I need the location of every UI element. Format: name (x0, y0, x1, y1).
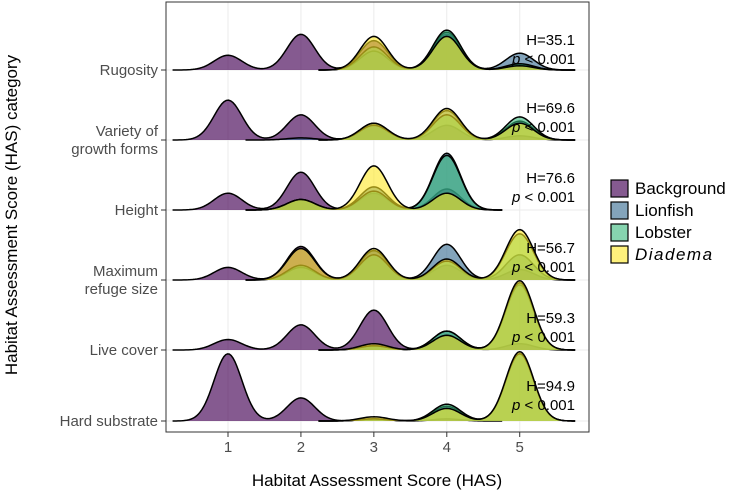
x-axis-title: Habitat Assessment Score (HAS) (252, 471, 502, 490)
legend-swatch-diadema (610, 245, 629, 264)
ridge-outline-height-diadema (245, 165, 503, 211)
ridges (172, 29, 576, 422)
stat-h-hard-substrate: H=94.9 (526, 378, 575, 395)
ridge-row-height (172, 152, 503, 211)
stat-p-height: p < 0.001 (511, 189, 575, 206)
ridge-outline-hard-substrate-diadema (318, 350, 576, 422)
x-tick-label-3: 3 (370, 439, 378, 456)
legend-swatch-background (610, 179, 629, 198)
ridge-outline-live-cover-diadema (318, 279, 576, 351)
y-axis-title: Habitat Assessment Score (HAS) category (2, 54, 21, 375)
stat-p-variety-of-growth-forms: p < 0.001 (511, 119, 575, 136)
ridge-row-maximum-refuge-size (172, 228, 576, 281)
stat-h-rugosity: H=35.1 (526, 32, 575, 49)
statistics-annotations: H=35.1 p < 0.001 H=69.6 p < 0.001 H=76.6 p < … (511, 32, 575, 414)
ridge-area-hard-substrate-diadema (318, 351, 576, 421)
ridge-row-rugosity (172, 29, 576, 71)
ridge-area-live-cover-background (172, 310, 576, 350)
stat-p-rugosity: p < 0.001 (511, 51, 575, 68)
legend: Background Lionfish Lobster Diadema (610, 179, 726, 264)
stat-p-hard-substrate: p < 0.001 (511, 397, 575, 414)
row-label-hard-substrate: Hard substrate (60, 413, 158, 430)
legend-label-background: Background (635, 179, 726, 198)
legend-label-lionfish: Lionfish (635, 201, 694, 220)
ridge-area-height-diadema (245, 165, 503, 210)
legend-label-diadema: Diadema (635, 245, 714, 264)
row-label-variety-of-growth-forms: Variety of growth forms (71, 123, 159, 158)
ridge-row-live-cover (172, 279, 576, 351)
ridge-area-live-cover-diadema (318, 280, 576, 350)
ridge-row-variety-of-growth-forms (172, 99, 576, 141)
row-label-maximum-refuge-size: Maximum refuge size (85, 263, 158, 298)
stat-p-live-cover: p < 0.001 (511, 329, 575, 346)
row-label-rugosity: Rugosity (100, 62, 159, 79)
stat-h-maximum-refuge-size: H=56.7 (526, 240, 575, 257)
row-ticks: Rugosity Variety of growth forms Height Maxi… (60, 62, 166, 430)
stat-p-maximum-refuge-size: p < 0.001 (511, 259, 575, 276)
ridge-outline-maximum-refuge-size-diadema (245, 228, 576, 281)
ridge-area-variety-of-growth-forms-diadema (318, 108, 576, 140)
x-axis: 1 2 3 4 5 (224, 432, 524, 456)
row-label-height: Height (115, 202, 159, 219)
legend-label-lobster: Lobster (635, 223, 692, 242)
x-tick-label-1: 1 (224, 439, 232, 456)
legend-swatch-lionfish (610, 201, 629, 220)
x-tick-label-4: 4 (443, 439, 451, 456)
plot-panel-border (165, 1, 590, 433)
x-tick-label-5: 5 (516, 439, 524, 456)
stat-h-live-cover: H=59.3 (526, 310, 575, 327)
ridge-row-hard-substrate (172, 350, 576, 422)
ridge-outline-variety-of-growth-forms-diadema (318, 107, 576, 141)
ridge-area-hard-substrate-background (172, 353, 503, 421)
ridge-area-rugosity-diadema (318, 36, 576, 70)
ridge-area-maximum-refuge-size-diadema (245, 229, 576, 280)
legend-swatch-lobster (610, 223, 629, 242)
stat-h-variety-of-growth-forms: H=69.6 (526, 100, 575, 117)
row-label-live-cover: Live cover (90, 342, 158, 359)
ridge-outline-rugosity-diadema (318, 35, 576, 71)
stat-h-height: H=76.6 (526, 170, 575, 187)
x-tick-label-2: 2 (297, 439, 305, 456)
